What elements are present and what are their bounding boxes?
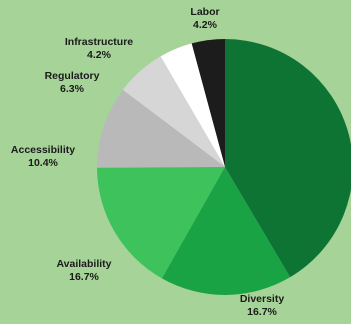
slice-label-accessibility: Accessibility 10.4% [11, 144, 75, 169]
pie-slice-availability [97, 167, 225, 279]
pie-slice-infrastructure [160, 43, 225, 167]
pie-slice-diversity [161, 167, 291, 295]
slice-label-regulatory: Regulatory 6.3% [45, 70, 100, 95]
slice-label-availability: Availability 16.7% [56, 258, 111, 283]
slice-label-diversity: Diversity 16.7% [240, 293, 285, 318]
pie-slice-labor [191, 39, 225, 167]
pie-slice-accessibility [96, 89, 225, 168]
pie-slice-unlabeled [225, 39, 351, 278]
slice-label-labor: Labor 4.2% [190, 6, 219, 31]
slice-label-infrastructure: Infrastructure 4.2% [65, 36, 133, 61]
pie-slice-regulatory [122, 56, 225, 167]
